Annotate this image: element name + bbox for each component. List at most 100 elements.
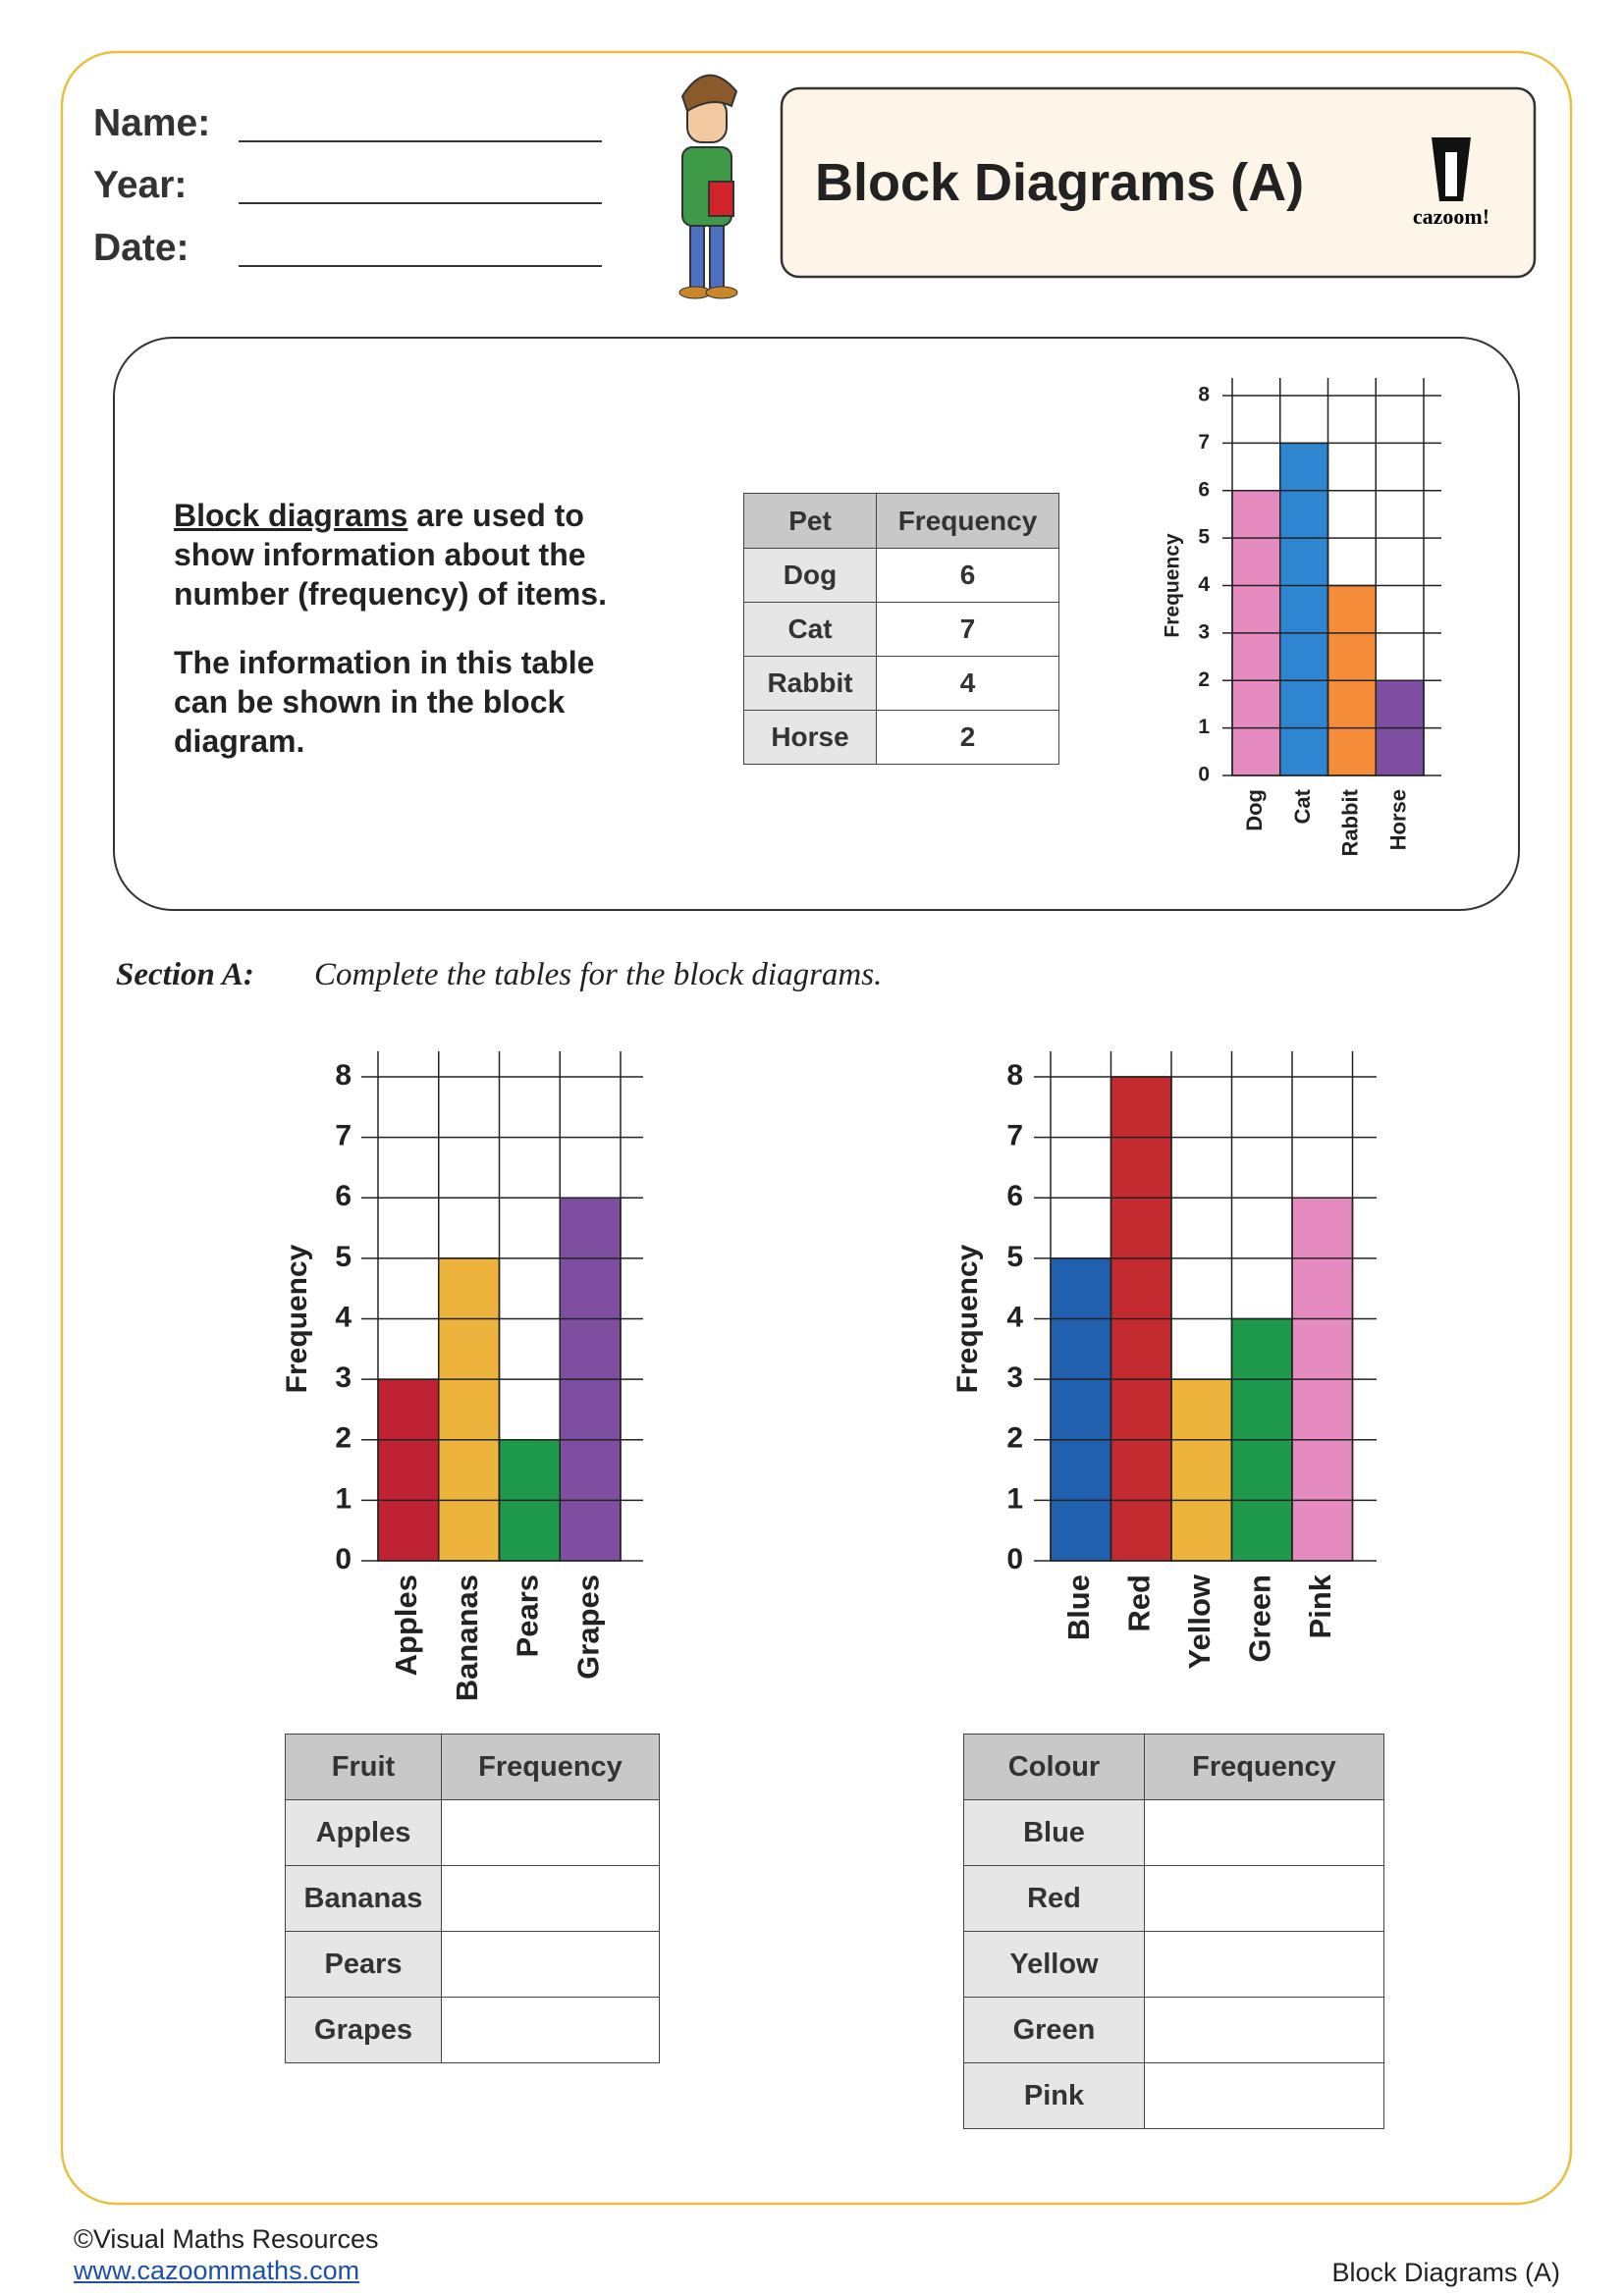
bar (1050, 1257, 1112, 1562)
x-tick-label: Pink (1303, 1574, 1337, 1638)
cell: Rabbit (743, 656, 877, 711)
header-cell: Pet (743, 493, 877, 549)
answer-cell (441, 1865, 660, 1932)
worksheet-title: Block Diagrams (A) (815, 153, 1304, 212)
y-tick-label: 8 (335, 1059, 352, 1092)
x-tick-label: Apples (389, 1575, 423, 1676)
form-label: Name: (93, 102, 211, 144)
x-tick-label: Red (1121, 1575, 1156, 1632)
form-label: Year: (93, 164, 188, 206)
cell: Bananas (285, 1865, 442, 1932)
x-tick-label: Pears (511, 1575, 545, 1657)
example-table: Pet Frequency Dog 6 Cat 7 Rabbit 4 Horse 2 (743, 493, 1059, 765)
x-tick-label: Blue (1061, 1575, 1096, 1640)
answer-cell (441, 1931, 660, 1998)
section-label: Section A: (116, 957, 254, 992)
row: Green (963, 1997, 1384, 2063)
answer-cell (1144, 2062, 1384, 2129)
y-tick-label: 7 (1198, 431, 1210, 454)
y-tick-label: 4 (1006, 1301, 1023, 1333)
answer-cell (441, 1799, 660, 1866)
header-cell: Frequency (1144, 1734, 1384, 1800)
cell: Green (963, 1997, 1145, 2063)
y-axis-label: Frequency (951, 1244, 984, 1393)
x-tick-label: Dog (1242, 789, 1267, 831)
x-tick-label: Bananas (450, 1575, 484, 1701)
y-tick-label: 1 (1006, 1482, 1023, 1515)
cell: Apples (285, 1799, 442, 1866)
cell: Grapes (285, 1997, 442, 2063)
header-cell: Fruit (285, 1734, 442, 1800)
row: Bananas (285, 1865, 660, 1932)
y-tick-label: 1 (1198, 716, 1210, 738)
cell: 4 (876, 656, 1059, 711)
y-tick-label: 3 (335, 1362, 352, 1394)
y-tick-label: 8 (1006, 1059, 1023, 1092)
cell: Pears (285, 1931, 442, 1998)
bar (377, 1378, 440, 1562)
header-cell: Frequency (441, 1734, 660, 1800)
answer-table: Colour Frequency Blue Red Yellow Green Pink (963, 1734, 1384, 2129)
answer-cell (441, 1997, 660, 2063)
bar (1279, 442, 1329, 776)
form-label: Date: (93, 227, 189, 269)
answer-table: Fruit Frequency Apples Bananas Pears Grapes (285, 1734, 660, 2063)
y-tick-label: 5 (1198, 526, 1210, 549)
cell: 7 (876, 602, 1059, 657)
cartoon (678, 74, 738, 299)
answer-cell (1144, 1865, 1384, 1932)
y-tick-label: 3 (1006, 1362, 1023, 1394)
paragraph: The information in this table can be sho… (174, 645, 595, 759)
term: Block diagrams (174, 498, 408, 533)
x-tick-label: Grapes (570, 1575, 605, 1680)
page-frame (60, 50, 1573, 2206)
y-tick-label: 2 (1198, 668, 1210, 691)
y-tick-label: 0 (1006, 1543, 1023, 1575)
y-tick-label: 0 (335, 1543, 352, 1575)
header-row: Fruit Frequency (285, 1734, 660, 1800)
y-tick-label: 6 (1006, 1180, 1023, 1212)
website-link[interactable]: www.cazoommaths.com (74, 2256, 360, 2285)
cell: Blue (963, 1799, 1145, 1866)
row: Red (963, 1865, 1384, 1932)
y-tick-label: 4 (1198, 573, 1210, 596)
intro-box (113, 337, 1520, 911)
row: Yellow (963, 1931, 1384, 1998)
cell: Horse (743, 710, 877, 765)
y-tick-label: 7 (1006, 1120, 1023, 1152)
row: Apples (285, 1799, 660, 1866)
y-tick-label: 4 (335, 1301, 352, 1333)
y-tick-label: 2 (1006, 1422, 1023, 1455)
y-axis-label: Frequency (281, 1244, 313, 1393)
y-tick-label: 0 (1198, 764, 1210, 786)
copyright: ©Visual Maths Resources (74, 2224, 379, 2254)
answer-cell (1144, 1799, 1384, 1866)
answer-cell (1144, 1997, 1384, 2063)
row: Pears (285, 1931, 660, 1998)
intro-text: Block diagrams are used to show informat… (174, 496, 645, 790)
bar (438, 1257, 501, 1562)
y-tick-label: 2 (335, 1422, 352, 1455)
title-box (780, 86, 1537, 279)
row: Blue (963, 1799, 1384, 1866)
header-cell: Frequency (876, 493, 1059, 549)
y-tick-label: 7 (335, 1120, 352, 1152)
cell: Yellow (963, 1931, 1145, 1998)
y-axis-label: Frequency (1162, 533, 1184, 638)
header-row: Colour Frequency (963, 1734, 1384, 1800)
cell: Dog (743, 548, 877, 603)
cell: Red (963, 1865, 1145, 1932)
x-tick-label: Green (1242, 1575, 1276, 1663)
bar (1170, 1378, 1233, 1562)
x-tick-label: Yellow (1182, 1574, 1217, 1669)
x-tick-label: Cat (1290, 788, 1315, 824)
x-tick-label: Horse (1385, 789, 1410, 850)
y-tick-label: 5 (335, 1241, 352, 1273)
cell: Pink (963, 2062, 1145, 2129)
x-tick-label: Rabbit (1338, 788, 1363, 856)
logo-text: cazoom! (1413, 204, 1489, 229)
y-tick-label: 5 (1006, 1241, 1023, 1273)
logo-icon (1445, 152, 1457, 196)
